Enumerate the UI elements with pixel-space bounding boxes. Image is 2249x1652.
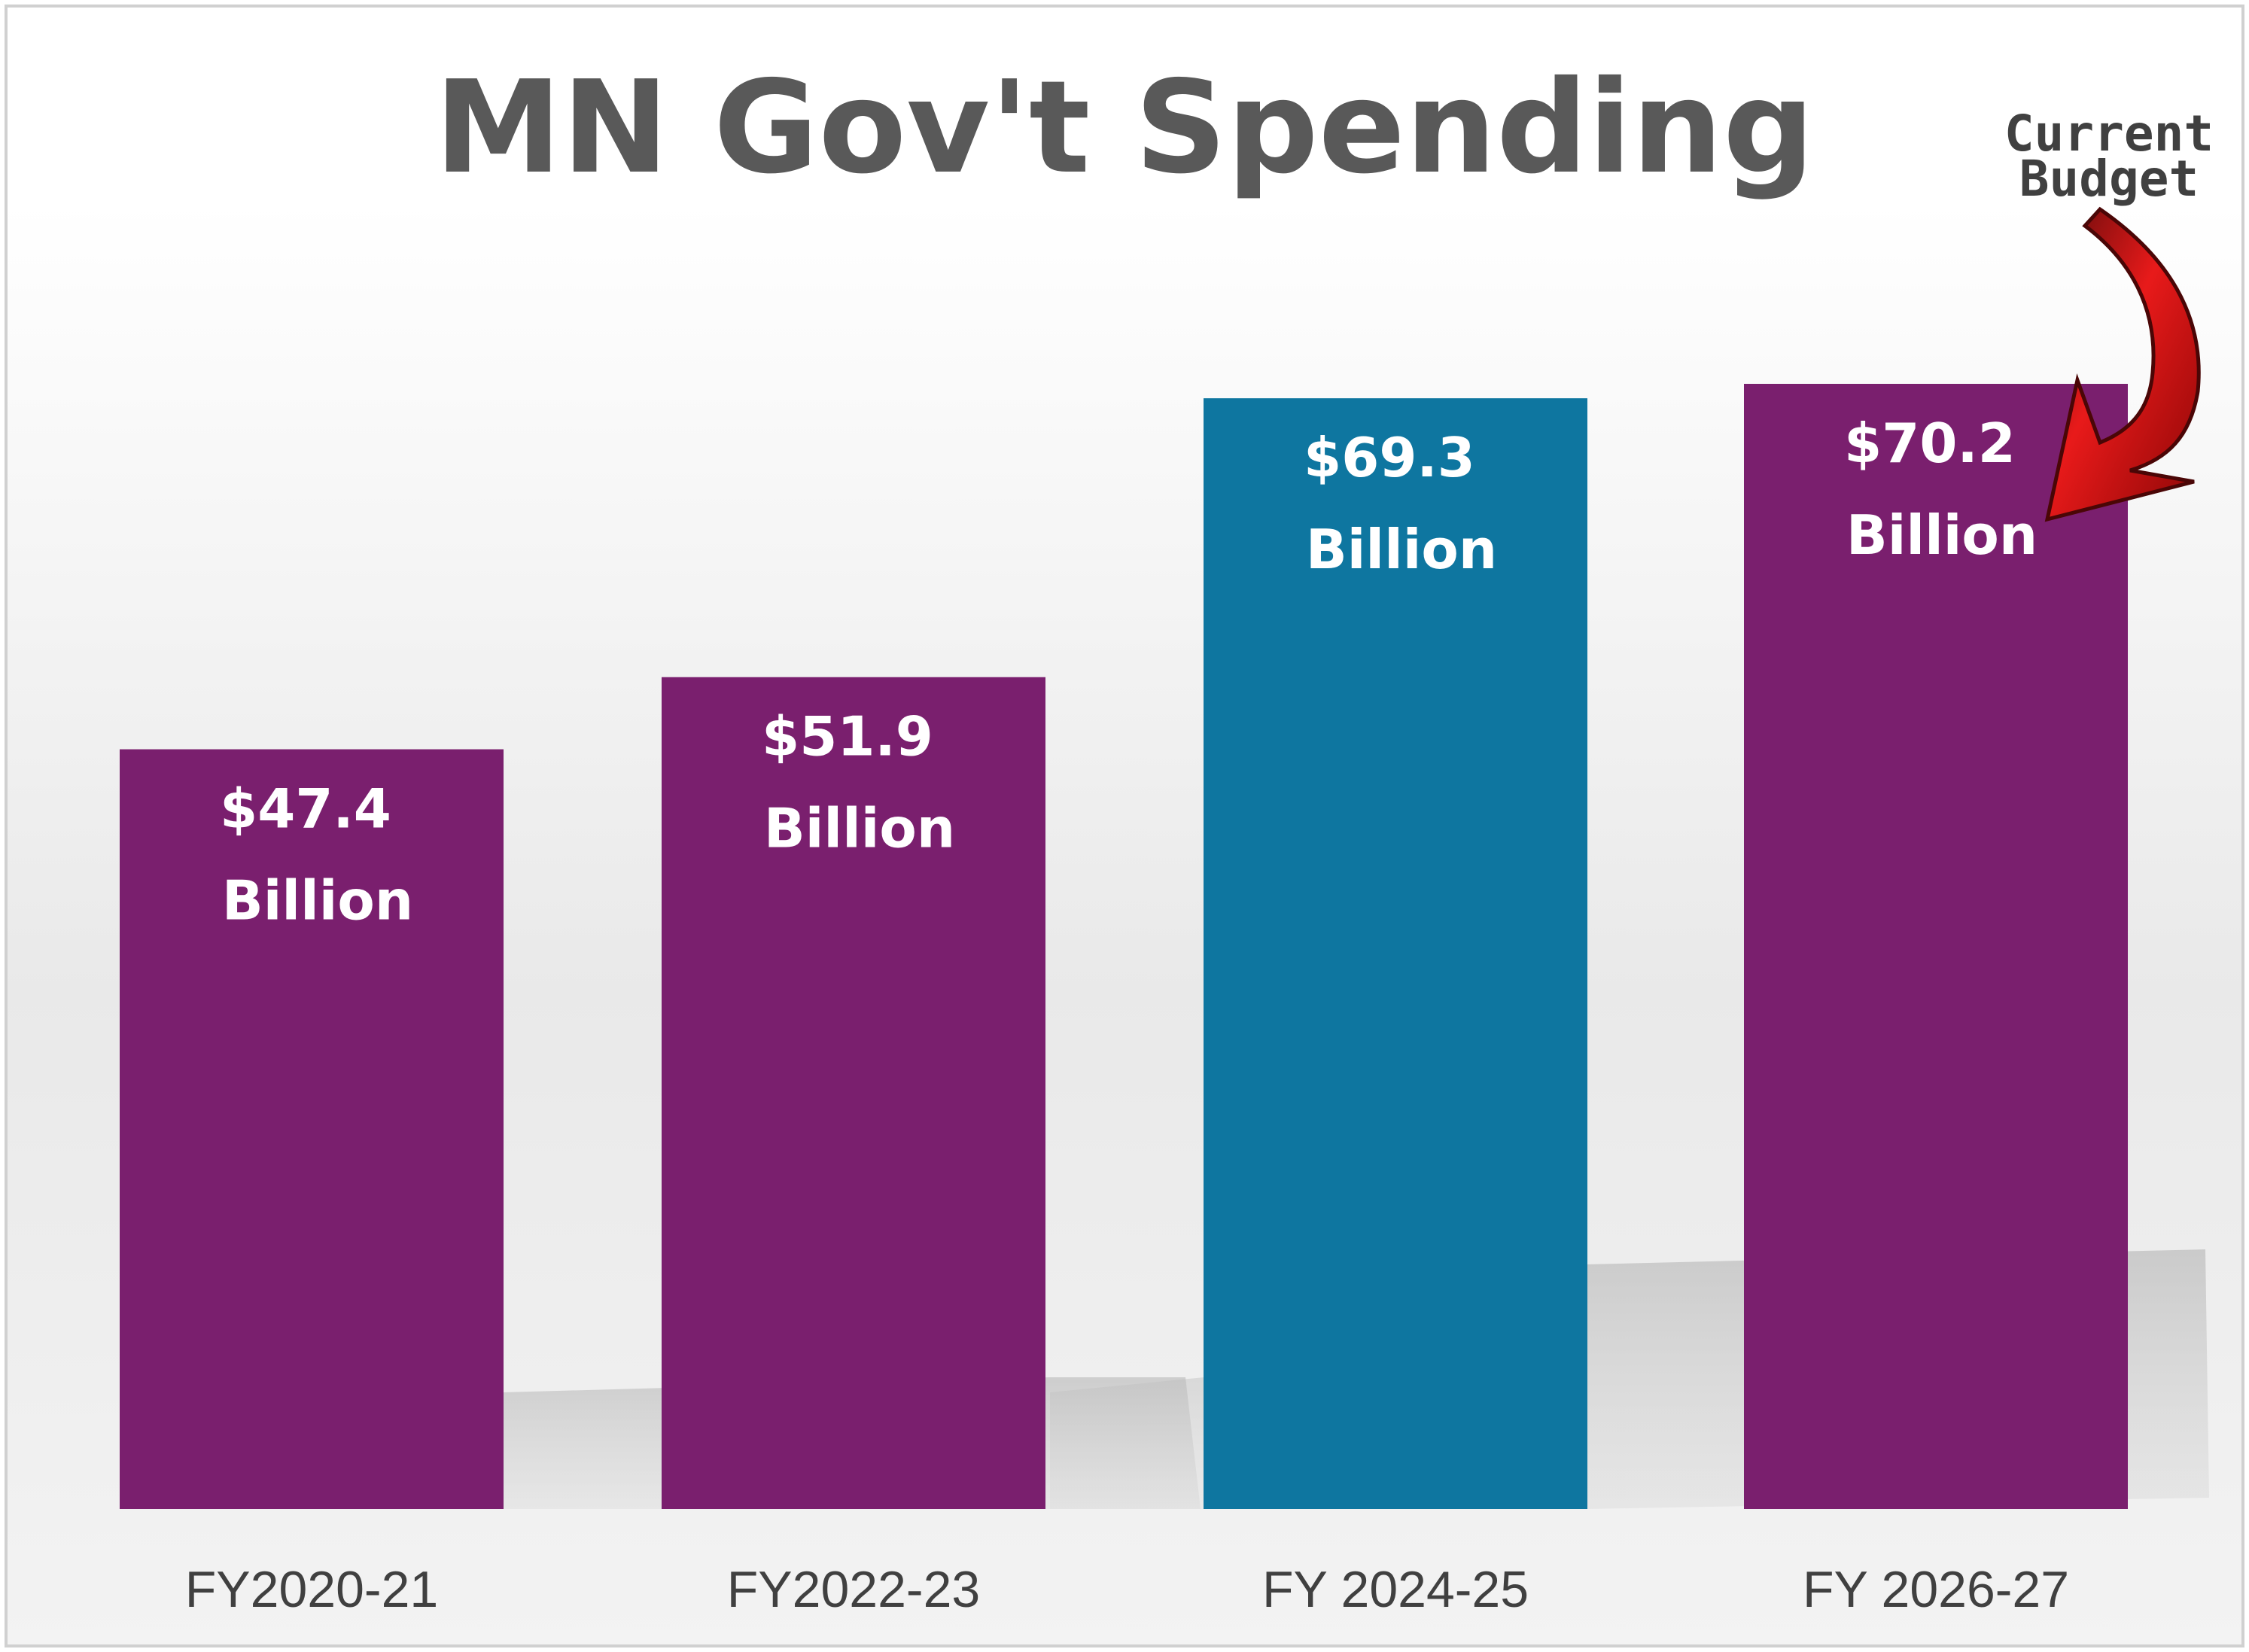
bar-shadow [1050, 1377, 1204, 1509]
labels-layer: $47.4 Billion $51.9 Billion $69.3 Billion $70.… [220, 412, 2037, 932]
category-label: FY2022-23 [727, 1561, 980, 1618]
category-labels: FY2020-21 FY2022-23 FY 2024-25 FY 2026-27 [185, 1561, 2069, 1618]
chart-title: MN Gov't Spending [434, 53, 1814, 202]
bar-4 [1744, 384, 2128, 1509]
bar-1 [120, 749, 504, 1509]
category-label: FY 2024-25 [1262, 1561, 1529, 1618]
bar-value-label: $69.3 [1304, 426, 1475, 489]
curved-arrow-icon [2044, 206, 2201, 522]
category-label: FY2020-21 [185, 1561, 438, 1618]
bar-unit-label: Billion [222, 869, 413, 932]
bar-unit-label: Billion [1846, 504, 2037, 567]
annotation-line-1: Current [2004, 105, 2214, 163]
current-budget-annotation: Current Budget [2004, 105, 2214, 522]
category-label: FY 2026-27 [1803, 1561, 2069, 1618]
bar-value-label: $70.2 [1844, 412, 2016, 475]
bar-3 [1204, 398, 1587, 1509]
annotation-line-2: Budget [2019, 150, 2199, 208]
bar-value-label: $47.4 [220, 777, 391, 841]
bar-value-label: $51.9 [762, 705, 933, 768]
bars-layer [120, 384, 2128, 1510]
bar-unit-label: Billion [764, 797, 955, 860]
bar-unit-label: Billion [1306, 518, 1497, 581]
bar-2 [662, 677, 1045, 1510]
chart-frame [5, 5, 2244, 1647]
